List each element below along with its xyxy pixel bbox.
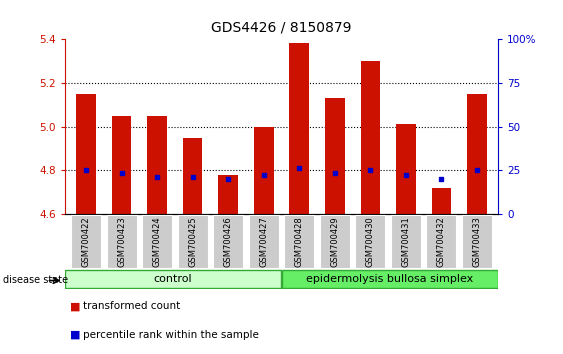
FancyBboxPatch shape bbox=[320, 215, 350, 268]
Bar bbox=[325, 98, 345, 214]
FancyBboxPatch shape bbox=[355, 215, 385, 268]
Text: GSM700429: GSM700429 bbox=[330, 216, 339, 267]
FancyBboxPatch shape bbox=[71, 215, 101, 268]
Text: ■: ■ bbox=[70, 330, 81, 339]
FancyBboxPatch shape bbox=[462, 215, 492, 268]
Text: disease state: disease state bbox=[3, 275, 68, 285]
Text: GSM700426: GSM700426 bbox=[224, 216, 233, 267]
FancyBboxPatch shape bbox=[213, 215, 243, 268]
Bar bbox=[77, 94, 96, 214]
FancyBboxPatch shape bbox=[65, 270, 281, 288]
Bar bbox=[112, 116, 131, 214]
Bar bbox=[360, 61, 380, 214]
Text: percentile rank within the sample: percentile rank within the sample bbox=[83, 330, 259, 339]
FancyBboxPatch shape bbox=[106, 215, 136, 268]
Text: GSM700428: GSM700428 bbox=[295, 216, 304, 267]
Text: ■: ■ bbox=[70, 301, 81, 311]
Bar bbox=[254, 126, 274, 214]
FancyBboxPatch shape bbox=[391, 215, 421, 268]
Text: GSM700422: GSM700422 bbox=[82, 216, 91, 267]
Text: GSM700431: GSM700431 bbox=[401, 216, 410, 267]
FancyBboxPatch shape bbox=[178, 215, 208, 268]
FancyBboxPatch shape bbox=[284, 215, 314, 268]
Bar bbox=[218, 175, 238, 214]
Bar bbox=[396, 124, 415, 214]
FancyBboxPatch shape bbox=[282, 270, 498, 288]
Text: control: control bbox=[154, 274, 193, 284]
Text: GSM700427: GSM700427 bbox=[259, 216, 268, 267]
Bar bbox=[467, 94, 486, 214]
Text: epidermolysis bullosa simplex: epidermolysis bullosa simplex bbox=[306, 274, 473, 284]
Bar bbox=[148, 116, 167, 214]
Text: GSM700425: GSM700425 bbox=[188, 216, 197, 267]
FancyBboxPatch shape bbox=[427, 215, 457, 268]
Bar bbox=[432, 188, 451, 214]
Title: GDS4426 / 8150879: GDS4426 / 8150879 bbox=[211, 21, 352, 35]
Text: GSM700432: GSM700432 bbox=[437, 216, 446, 267]
Text: GSM700433: GSM700433 bbox=[472, 216, 481, 267]
FancyBboxPatch shape bbox=[142, 215, 172, 268]
Text: transformed count: transformed count bbox=[83, 301, 181, 311]
FancyBboxPatch shape bbox=[249, 215, 279, 268]
Bar bbox=[183, 137, 203, 214]
Bar bbox=[289, 43, 309, 214]
Text: GSM700424: GSM700424 bbox=[153, 216, 162, 267]
Text: GSM700430: GSM700430 bbox=[366, 216, 375, 267]
Text: GSM700423: GSM700423 bbox=[117, 216, 126, 267]
